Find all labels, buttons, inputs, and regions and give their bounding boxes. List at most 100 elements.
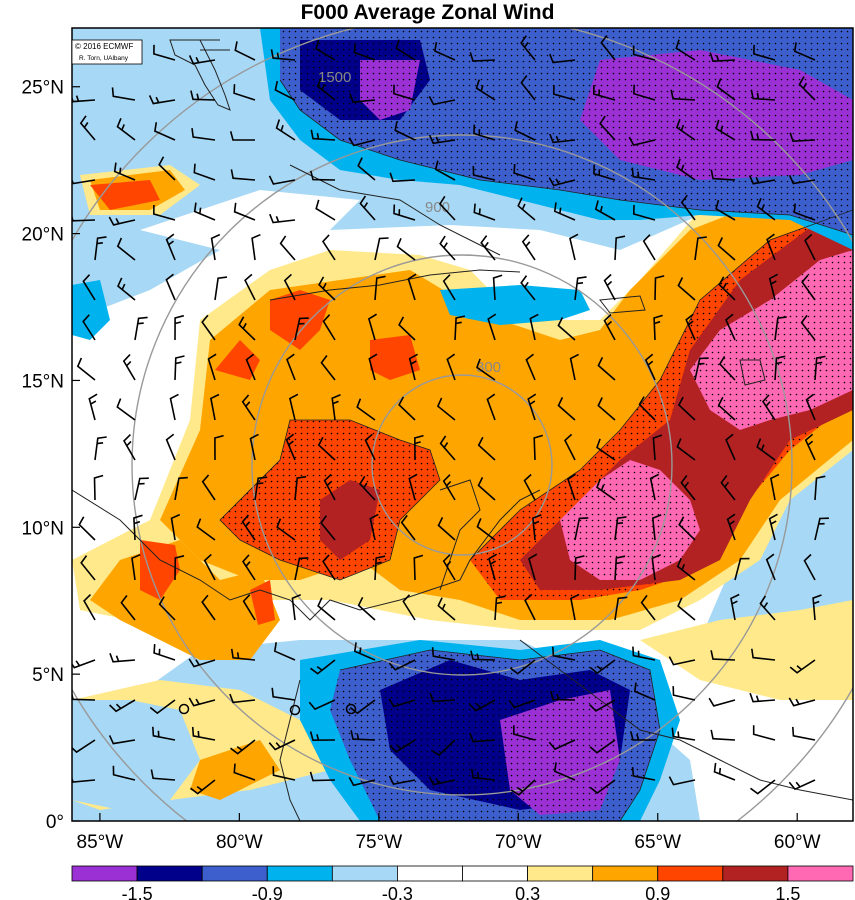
wind-barb — [210, 233, 221, 261]
wind-barb — [268, 175, 296, 185]
wind-barb — [528, 553, 538, 581]
wind-barb — [245, 353, 256, 381]
wind-barb — [309, 731, 336, 742]
wind-barb — [201, 314, 216, 341]
wind-barb — [644, 353, 656, 381]
colorbar-label: 0.3 — [515, 884, 540, 900]
wind-barb — [244, 273, 256, 301]
wind-barb — [759, 595, 776, 621]
wind-barb — [413, 434, 424, 461]
wind-barb — [600, 35, 616, 61]
wind-barb — [408, 353, 418, 381]
wind-barb — [393, 84, 416, 101]
wind-barb — [233, 84, 256, 101]
wind-barb — [814, 355, 826, 381]
wind-barb — [112, 765, 136, 781]
wind-barb — [668, 776, 696, 786]
wind-barb — [567, 473, 576, 501]
wind-barb — [437, 597, 456, 621]
wind-barb — [557, 397, 576, 421]
wind-barb — [801, 274, 816, 301]
wind-barb — [393, 204, 416, 221]
wind-barb — [374, 555, 386, 581]
wind-barb — [439, 235, 456, 261]
wind-barb — [574, 276, 587, 301]
wind-barb — [632, 45, 656, 61]
wind-barb — [407, 273, 417, 301]
wind-barb — [188, 658, 216, 668]
lon-tick-label: 60°W — [774, 832, 821, 853]
wind-barb — [249, 433, 259, 461]
wind-barb — [438, 195, 456, 221]
wind-barb — [234, 41, 256, 61]
wind-barb — [789, 132, 816, 143]
wind-barb — [286, 353, 296, 381]
wind-barb — [488, 553, 498, 581]
wind-barb — [72, 95, 96, 103]
wind-barb — [614, 235, 626, 261]
wind-barb — [476, 358, 496, 381]
wind-barb — [725, 433, 736, 461]
wind-barb — [442, 274, 456, 301]
wind-barb — [294, 317, 309, 341]
wind-barb — [632, 646, 656, 661]
wind-barb — [431, 647, 456, 661]
wind-barb — [710, 169, 736, 181]
wind-barb — [349, 93, 376, 103]
wind-barb — [353, 642, 376, 661]
wind-barb — [680, 194, 696, 221]
wind-barb — [552, 646, 576, 661]
wind-barb — [480, 235, 496, 261]
wind-barb — [315, 199, 336, 221]
latitude-axis: 0° 5°N 10°N 15°N 20°N 25°N — [22, 78, 80, 833]
colorbar-label: -0.9 — [252, 884, 283, 900]
colorbar-swatch — [266, 865, 333, 882]
wind-barb — [229, 131, 255, 141]
wind-barb — [677, 396, 696, 421]
map-title: F000 Average Zonal Wind — [300, 1, 555, 24]
wind-barb — [233, 763, 256, 781]
wind-barb — [675, 39, 696, 61]
wind-barb — [597, 357, 616, 381]
colorbar-swatch — [331, 865, 398, 882]
wind-barb — [269, 213, 296, 224]
wind-barb — [520, 275, 536, 301]
colorbar-swatch — [136, 865, 203, 882]
wind-barb — [753, 44, 776, 61]
wind-barb — [82, 314, 96, 341]
plot-area: 300 900 1500 — [72, 28, 853, 821]
wind-barb — [750, 130, 776, 141]
wind-barb — [229, 693, 256, 704]
wind-barb — [513, 725, 536, 741]
wind-barb — [549, 53, 576, 64]
credit-line-1: © 2016 ECMWF — [75, 42, 133, 51]
colorbar-swatch — [201, 865, 268, 882]
lat-tick-label: 0° — [46, 812, 64, 833]
wind-barb — [752, 725, 776, 741]
colorbar-swatch — [462, 865, 528, 882]
wind-barb — [569, 593, 580, 621]
wind-barb — [369, 513, 379, 541]
field-neg-north — [72, 28, 853, 340]
wind-barb — [429, 692, 456, 703]
wind-barb — [152, 726, 176, 741]
wind-barb — [718, 276, 736, 301]
wind-barb — [389, 739, 416, 753]
wind-barb — [310, 129, 336, 141]
wind-barb — [350, 730, 376, 741]
credit-line-2: R. Torn, UAlbany — [79, 55, 129, 62]
wind-barb — [676, 158, 696, 181]
wind-barb — [748, 175, 776, 185]
wind-barb — [788, 779, 816, 791]
wind-barb — [589, 739, 616, 754]
wind-barb — [153, 644, 176, 661]
wind-barb — [318, 276, 336, 301]
wind-barb — [487, 313, 497, 341]
wind-barb — [805, 393, 816, 421]
wind-barb — [400, 514, 416, 541]
wind-barb — [93, 474, 104, 501]
wind-barb — [774, 316, 787, 341]
wind-barb — [134, 477, 149, 501]
wind-barbs — [72, 35, 829, 796]
wind-barb — [322, 554, 336, 581]
